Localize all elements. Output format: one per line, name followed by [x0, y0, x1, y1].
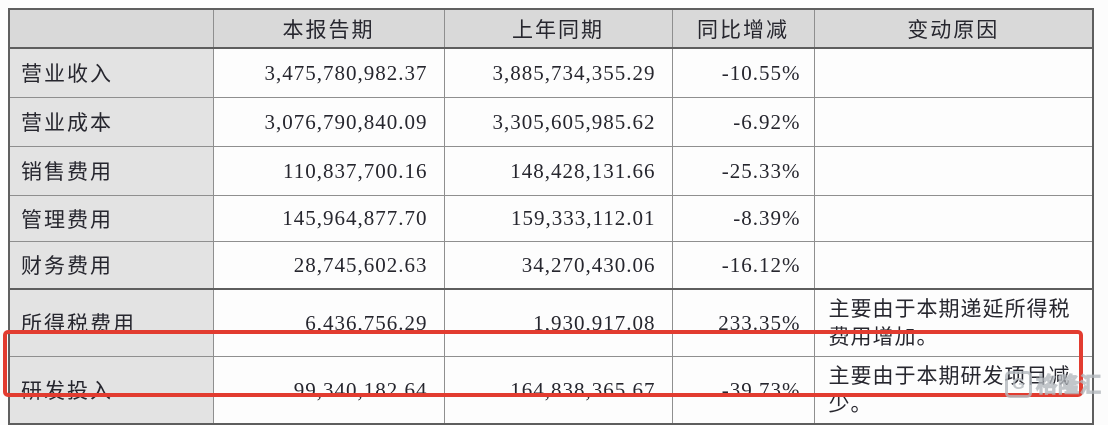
table-body: 营业收入 3,475,780,982.37 3,885,734,355.29 -…	[8, 47, 1094, 425]
reason-cell: 主要由于本期递延所得税费用增加。	[813, 288, 1094, 357]
change-cell: -39.73%	[671, 356, 815, 425]
change-cell: -6.92%	[671, 97, 815, 147]
current-cell: 110,837,700.16	[212, 146, 445, 196]
table-row-selling-expenses: 销售费用 110,837,700.16 148,428,131.66 -25.3…	[8, 146, 1094, 196]
header-row: 本报告期 上年同期 同比增减 变动原因	[8, 8, 1094, 49]
current-cell: 99,340,182.64	[212, 356, 445, 425]
prior-cell: 1,930,917.08	[443, 288, 673, 357]
header-prior-period: 上年同期	[443, 8, 673, 49]
table-row-income-tax-expense: 所得税费用 6,436,756.29 1,930,917.08 233.35% …	[8, 288, 1094, 357]
table-row-operating-revenue: 营业收入 3,475,780,982.37 3,885,734,355.29 -…	[8, 47, 1094, 98]
header-corner-cell	[8, 8, 214, 49]
row-label: 销售费用	[8, 146, 214, 196]
row-label: 管理费用	[8, 195, 214, 242]
row-label: 营业成本	[8, 97, 214, 147]
change-cell: -10.55%	[671, 47, 815, 98]
prior-cell: 3,305,605,985.62	[443, 97, 673, 147]
current-cell: 28,745,602.63	[212, 241, 445, 290]
prior-cell: 159,333,112.01	[443, 195, 673, 242]
row-label: 财务费用	[8, 241, 214, 290]
prior-cell: 148,428,131.66	[443, 146, 673, 196]
table-row-finance-expenses: 财务费用 28,745,602.63 34,270,430.06 -16.12%	[8, 241, 1094, 290]
change-cell: -8.39%	[671, 195, 815, 242]
reason-cell	[813, 146, 1094, 196]
row-label: 研发投入	[8, 356, 214, 425]
row-label: 营业收入	[8, 47, 214, 98]
current-cell: 3,076,790,840.09	[212, 97, 445, 147]
current-cell: 145,964,877.70	[212, 195, 445, 242]
table-header: 本报告期 上年同期 同比增减 变动原因	[8, 8, 1094, 49]
financial-comparison-table: 本报告期 上年同期 同比增减 变动原因 营业收入 3,475,780,982.3…	[8, 8, 1094, 425]
reason-cell	[813, 97, 1094, 147]
table-row-admin-expenses: 管理费用 145,964,877.70 159,333,112.01 -8.39…	[8, 195, 1094, 242]
reason-cell	[813, 195, 1094, 242]
prior-cell: 34,270,430.06	[443, 241, 673, 290]
table-row-rd-investment: 研发投入 99,340,182.64 164,838,365.67 -39.73…	[8, 356, 1094, 425]
header-current-period: 本报告期	[212, 8, 445, 49]
screenshot-stage: 本报告期 上年同期 同比增减 变动原因 营业收入 3,475,780,982.3…	[3, 8, 1102, 425]
gelonghui-watermark: G 格隆汇	[1005, 369, 1102, 399]
gelonghui-logo-icon: G	[1005, 370, 1032, 398]
change-cell: -16.12%	[671, 241, 815, 290]
reason-cell	[813, 47, 1094, 98]
prior-cell: 164,838,365.67	[443, 356, 673, 425]
current-cell: 6,436,756.29	[212, 288, 445, 357]
table-row-operating-cost: 营业成本 3,076,790,840.09 3,305,605,985.62 -…	[8, 97, 1094, 147]
row-label: 所得税费用	[8, 288, 214, 357]
current-cell: 3,475,780,982.37	[212, 47, 445, 98]
change-cell: -25.33%	[671, 146, 815, 196]
watermark-text: 格隆汇	[1036, 374, 1102, 398]
reason-cell	[813, 241, 1094, 290]
prior-cell: 3,885,734,355.29	[443, 47, 673, 98]
header-change-reason: 变动原因	[813, 8, 1094, 49]
header-yoy-change: 同比增减	[671, 8, 815, 49]
change-cell: 233.35%	[671, 288, 815, 357]
